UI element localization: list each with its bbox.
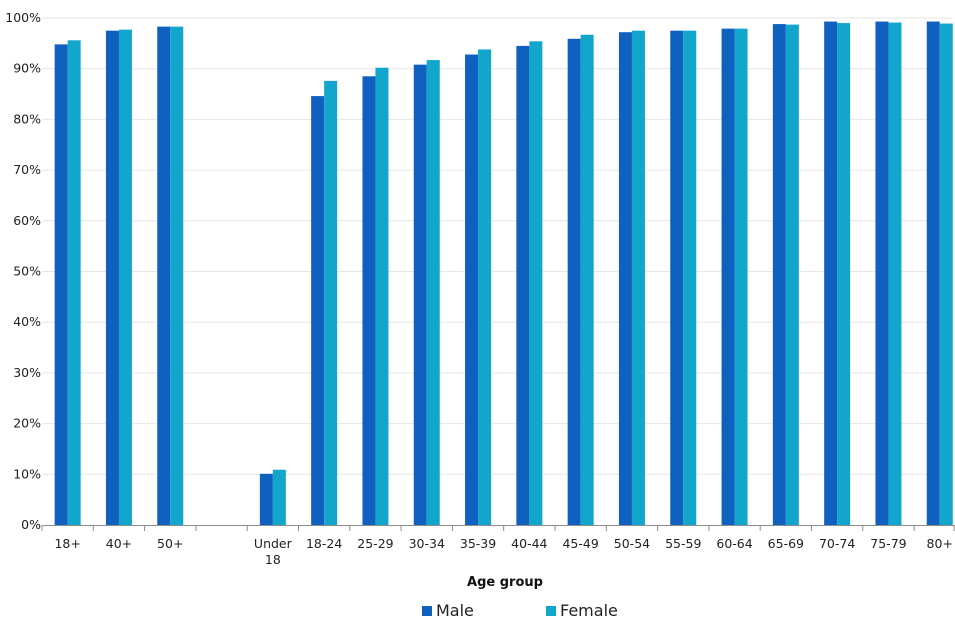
bar-male — [926, 21, 940, 525]
bar-female — [580, 34, 594, 526]
x-tick-label: 45-49 — [562, 536, 598, 551]
bar-male — [157, 26, 171, 526]
x-tick-label: 40+ — [106, 536, 132, 551]
x-tick-label: 50-54 — [614, 536, 650, 551]
y-tick-label: 0% — [21, 517, 41, 532]
x-tick-label: 80+ — [927, 536, 953, 551]
bar-female — [529, 41, 543, 526]
bar-male — [824, 21, 838, 525]
bar-male — [516, 45, 530, 525]
bar-male — [413, 64, 427, 526]
bar-female — [324, 80, 338, 526]
gridlines — [42, 17, 952, 475]
bar-female — [478, 49, 492, 526]
bar-male — [54, 44, 68, 525]
y-tick-label: 30% — [13, 365, 41, 380]
legend-label-female: Female — [560, 601, 618, 620]
y-tick-label: 90% — [13, 61, 41, 76]
bar-male — [670, 30, 684, 526]
y-tick-label: 50% — [13, 264, 41, 279]
y-tick-label: 100% — [5, 10, 41, 25]
x-tick-label: 60-64 — [716, 536, 752, 551]
bar-male — [311, 96, 325, 525]
bar-female — [734, 28, 748, 525]
x-axis-label: Age group — [467, 575, 543, 590]
x-axis-ticks: 18+ 40+ 50+ Under 18 18-24 25-29 30-34 35-39 40-4… — [41, 525, 955, 567]
bar-female — [67, 40, 81, 526]
x-tick-label: 30-34 — [409, 536, 445, 551]
legend-swatch-female — [546, 606, 556, 616]
y-tick-label: 40% — [13, 314, 41, 329]
bar-male — [721, 28, 735, 525]
bars — [54, 21, 953, 526]
x-tick-label: 65-69 — [768, 536, 804, 551]
y-tick-label: 80% — [13, 111, 41, 126]
legend-label-male: Male — [436, 601, 474, 620]
bar-female — [683, 30, 697, 526]
bar-male — [259, 473, 273, 525]
bar-female — [272, 469, 286, 525]
bar-female — [888, 22, 902, 526]
y-tick-label: 60% — [13, 213, 41, 228]
bar-male — [772, 24, 786, 526]
x-tick-label: 50+ — [157, 536, 183, 551]
bar-male — [567, 38, 581, 526]
x-tick-label: Under 18 — [254, 536, 293, 567]
bar-female — [118, 29, 132, 525]
bar-male — [362, 76, 376, 526]
x-tick-label: 25-29 — [357, 536, 393, 551]
legend: Male Female — [422, 601, 618, 620]
x-tick-label: 18+ — [54, 536, 80, 551]
bar-female — [785, 24, 799, 525]
bar-female — [631, 30, 645, 526]
x-tick-label: 75-79 — [870, 536, 906, 551]
y-tick-label: 10% — [13, 466, 41, 481]
bar-female — [170, 26, 184, 526]
bar-female — [426, 60, 440, 526]
bar-female — [939, 23, 953, 526]
y-tick-label: 20% — [13, 416, 41, 431]
bar-male — [875, 21, 889, 525]
bar-male — [465, 54, 479, 526]
x-tick-label: 35-39 — [460, 536, 496, 551]
legend-swatch-male — [422, 606, 432, 616]
bar-female — [837, 23, 851, 525]
bar-male — [618, 32, 632, 526]
y-axis-ticks: 0% 10% 20% 30% 40% 50% 60% 70% 80% 90% 100% — [5, 10, 41, 532]
bar-female — [375, 67, 389, 525]
bar-male — [105, 30, 119, 526]
x-tick-label: 70-74 — [819, 536, 855, 551]
x-tick-label: 18-24 — [306, 536, 342, 551]
x-tick-label: 55-59 — [665, 536, 701, 551]
x-tick-label: 40-44 — [511, 536, 547, 551]
y-tick-label: 70% — [13, 162, 41, 177]
